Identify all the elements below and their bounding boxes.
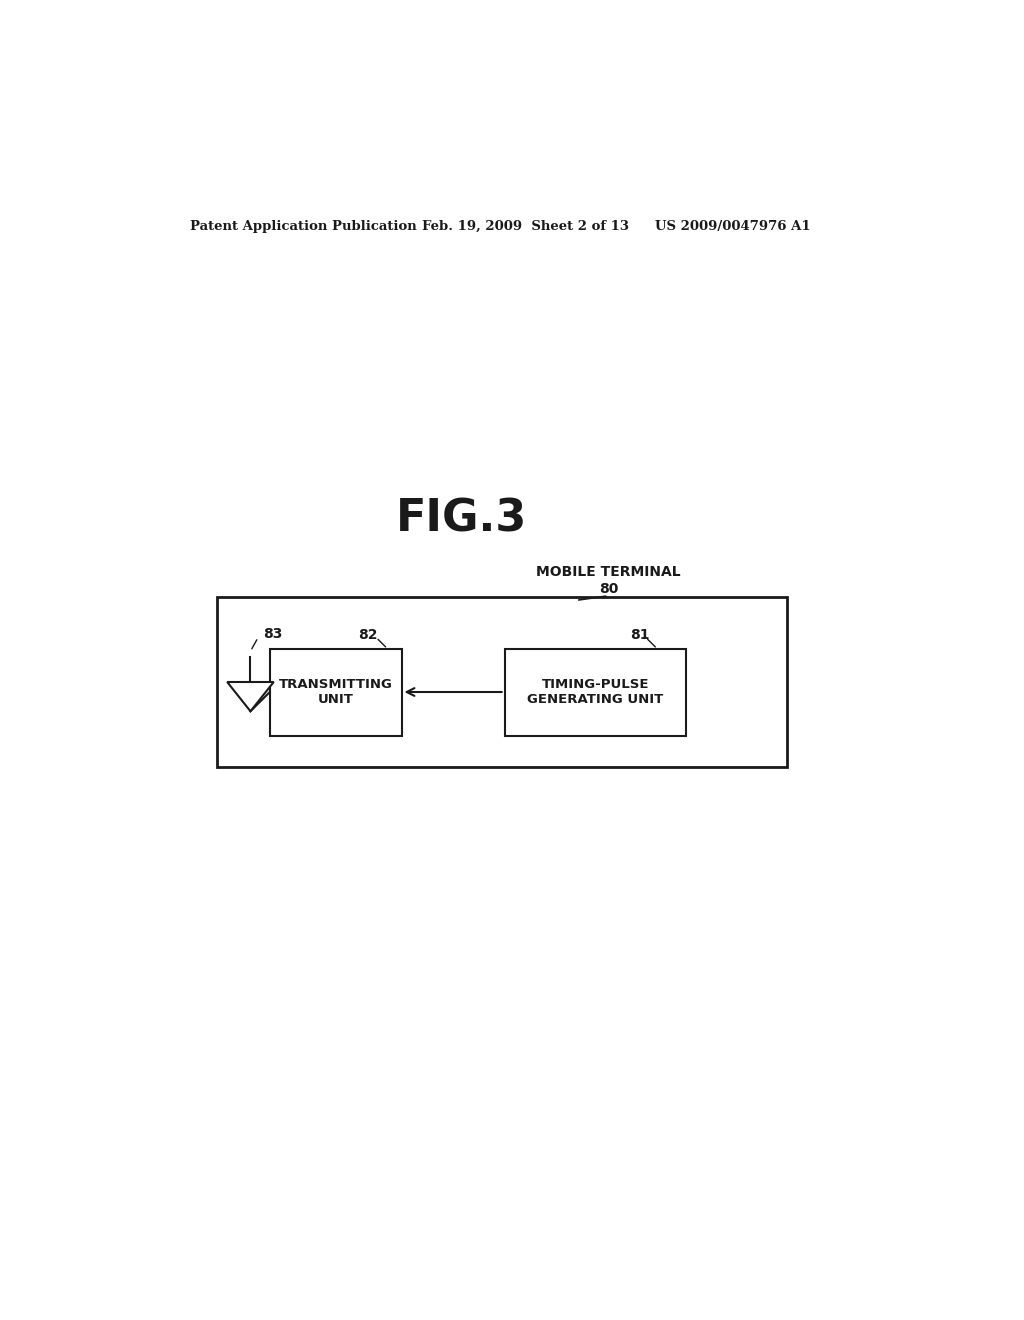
Text: 81: 81 (630, 628, 649, 642)
Text: MOBILE TERMINAL: MOBILE TERMINAL (537, 565, 681, 579)
Text: Patent Application Publication: Patent Application Publication (190, 219, 417, 232)
Bar (217, 597, 786, 767)
Bar (505, 649, 686, 737)
Bar (270, 649, 401, 737)
Polygon shape (227, 682, 273, 711)
Text: FIG.3: FIG.3 (395, 498, 527, 540)
Text: US 2009/0047976 A1: US 2009/0047976 A1 (655, 219, 811, 232)
Text: 83: 83 (263, 627, 283, 640)
Text: 82: 82 (358, 628, 378, 642)
Text: TRANSMITTING
UNIT: TRANSMITTING UNIT (279, 678, 392, 706)
Text: TIMING-PULSE
GENERATING UNIT: TIMING-PULSE GENERATING UNIT (527, 678, 664, 706)
Text: 80: 80 (599, 582, 618, 595)
Text: Feb. 19, 2009  Sheet 2 of 13: Feb. 19, 2009 Sheet 2 of 13 (423, 219, 630, 232)
